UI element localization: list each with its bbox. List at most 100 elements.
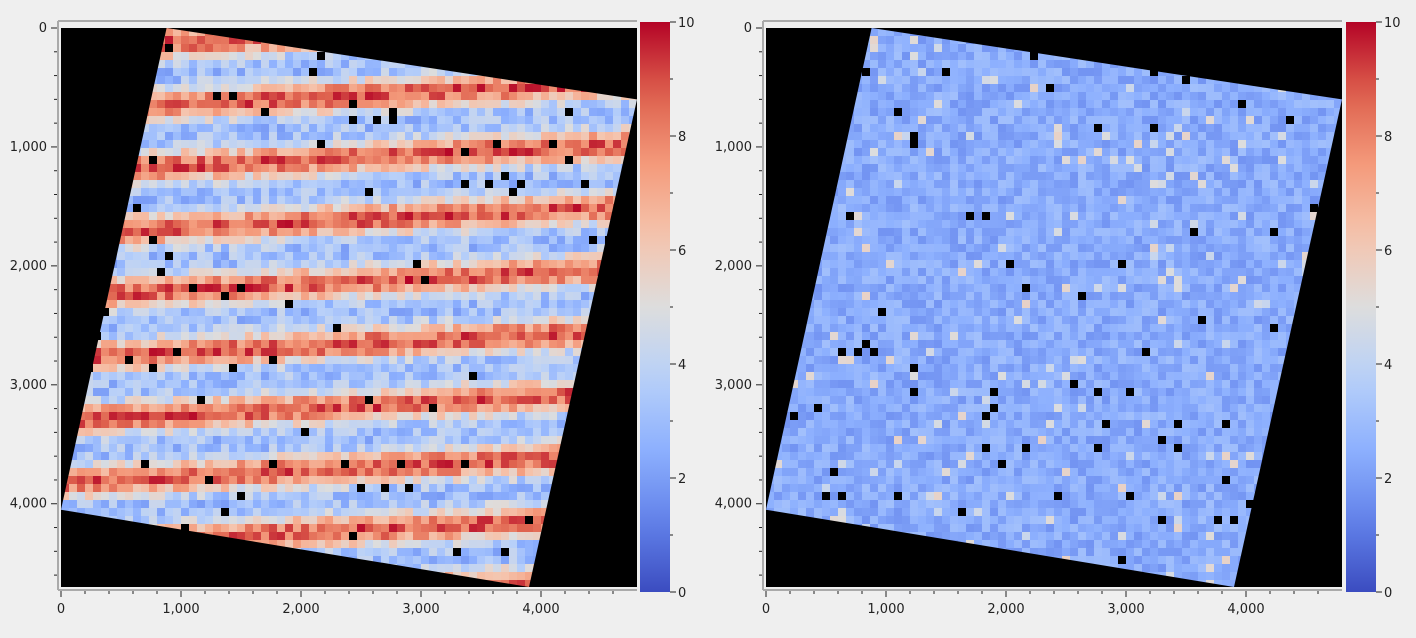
heatmap-cell xyxy=(197,196,205,204)
heatmap-cell xyxy=(333,340,341,348)
heatmap-cell xyxy=(517,556,525,564)
heatmap-cell xyxy=(549,180,557,188)
heatmap-cell xyxy=(557,148,565,156)
heatmap-cell xyxy=(421,268,429,276)
heatmap-cell xyxy=(261,52,269,60)
heatmap-cell xyxy=(533,300,541,308)
heatmap-cell xyxy=(357,292,365,300)
heatmap-cell xyxy=(301,84,309,92)
heatmap-cell xyxy=(453,124,461,132)
heatmap-cell xyxy=(405,228,413,236)
heatmap-cell xyxy=(149,484,157,492)
heatmap-cell xyxy=(533,340,541,348)
heatmap-cell xyxy=(325,356,333,364)
heatmap-cell xyxy=(493,548,501,556)
heatmap-cell xyxy=(477,308,485,316)
heatmap-cell xyxy=(389,372,397,380)
heatmap-cell xyxy=(229,188,237,196)
heatmap-cell xyxy=(237,532,245,540)
heatmap-cell xyxy=(437,372,445,380)
heatmap-cell xyxy=(189,332,197,340)
heatmap-cell xyxy=(381,308,389,316)
heatmap-cell xyxy=(277,524,285,532)
heatmap-cell xyxy=(173,316,181,324)
heatmap-cell xyxy=(405,428,413,436)
heatmap-cell xyxy=(397,396,405,404)
heatmap-cell xyxy=(69,468,77,476)
heatmap-cell xyxy=(229,484,237,492)
heatmap-cell xyxy=(597,196,605,204)
heatmap-cell xyxy=(421,324,429,332)
heatmap-cell xyxy=(149,284,157,292)
heatmap-cell xyxy=(333,172,341,180)
heatmap-cell xyxy=(277,236,285,244)
heatmap-cell xyxy=(157,92,165,100)
heatmap-cell xyxy=(501,308,509,316)
heatmap-cell xyxy=(573,308,581,316)
heatmap-cell xyxy=(477,412,485,420)
heatmap-cell xyxy=(261,76,269,84)
heatmap-cell xyxy=(405,324,413,332)
heatmap-cell xyxy=(493,396,501,404)
heatmap-cell xyxy=(533,84,541,92)
heatmap-cell xyxy=(413,540,421,548)
heatmap-cell xyxy=(181,108,189,116)
heatmap-cell xyxy=(165,484,173,492)
heatmap-cell xyxy=(517,372,525,380)
heatmap-cell xyxy=(581,260,589,268)
heatmap-cell xyxy=(357,236,365,244)
heatmap-cell xyxy=(509,372,517,380)
heatmap-cell xyxy=(269,252,277,260)
heatmap-cell xyxy=(381,276,389,284)
heatmap-cell xyxy=(309,532,317,540)
heatmap-cell xyxy=(261,156,269,164)
heatmap-cell xyxy=(517,300,525,308)
heatmap-cell xyxy=(141,436,149,444)
heatmap-cell xyxy=(301,212,309,220)
heatmap-cell xyxy=(237,244,245,252)
heatmap-cell xyxy=(397,228,405,236)
heatmap-cell xyxy=(477,500,485,508)
heatmap-cell xyxy=(485,564,493,572)
heatmap-cell xyxy=(445,388,453,396)
heatmap-cell xyxy=(469,436,477,444)
heatmap-cell xyxy=(349,540,357,548)
heatmap-cell xyxy=(277,84,285,92)
heatmap-cell xyxy=(533,172,541,180)
heatmap-cell xyxy=(181,132,189,140)
heatmap-cell xyxy=(125,452,133,460)
heatmap-cell xyxy=(541,92,549,100)
heatmap-cell xyxy=(309,68,317,76)
heatmap-cell xyxy=(469,116,477,124)
heatmap-cell xyxy=(197,108,205,116)
heatmap-cell xyxy=(581,292,589,300)
heatmap-cell xyxy=(421,124,429,132)
heatmap-cell xyxy=(485,132,493,140)
heatmap-cell xyxy=(517,308,525,316)
heatmap-cell xyxy=(573,204,581,212)
heatmap-cell xyxy=(477,260,485,268)
heatmap-cell xyxy=(573,188,581,196)
heatmap-cell xyxy=(525,468,533,476)
heatmap-cell xyxy=(141,476,149,484)
heatmap-cell xyxy=(341,292,349,300)
heatmap-cell xyxy=(413,84,421,92)
heatmap-cell xyxy=(349,76,357,84)
heatmap-cell xyxy=(181,516,189,524)
heatmap-cell xyxy=(509,572,517,580)
heatmap-cell xyxy=(349,60,357,68)
heatmap-cell xyxy=(245,468,253,476)
heatmap-cell xyxy=(285,476,293,484)
heatmap-cell xyxy=(309,228,317,236)
heatmap-cell xyxy=(549,452,557,460)
heatmap-cell xyxy=(269,508,277,516)
heatmap-cell xyxy=(509,340,517,348)
heatmap-cell xyxy=(349,156,357,164)
heatmap-cell xyxy=(349,452,357,460)
heatmap-cell xyxy=(101,476,109,484)
heatmap-cell xyxy=(445,500,453,508)
heatmap-cell xyxy=(445,412,453,420)
heatmap-cell xyxy=(333,404,341,412)
heatmap-cell xyxy=(533,236,541,244)
